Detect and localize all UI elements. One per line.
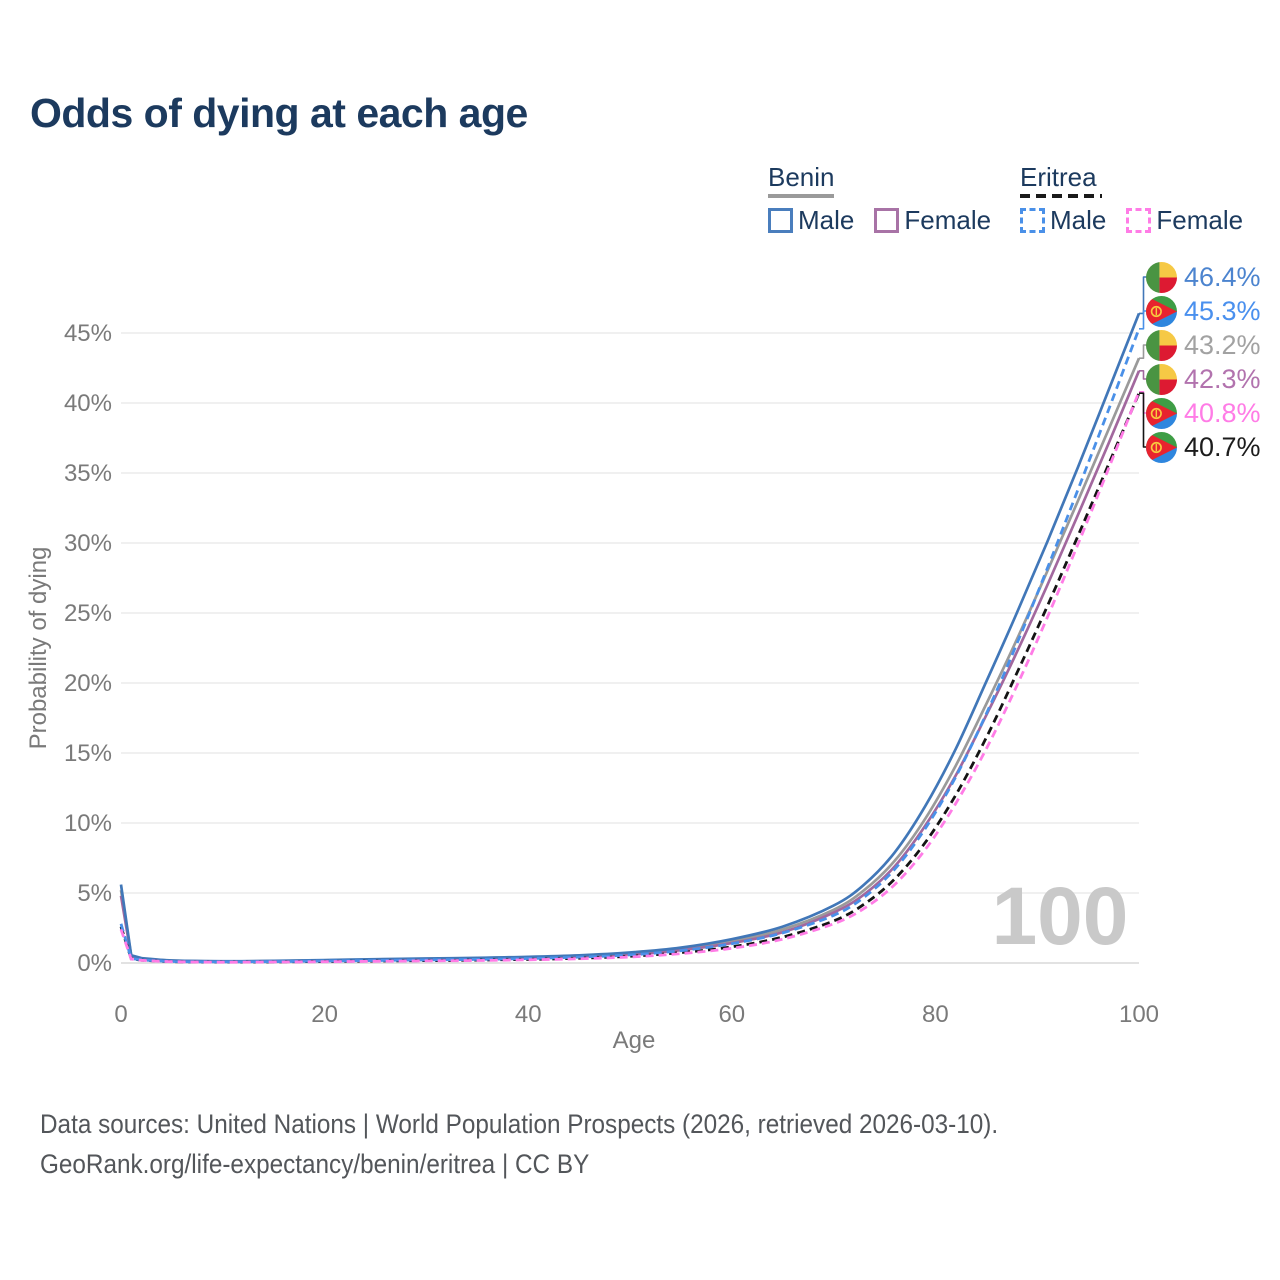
legend-eritrea-title[interactable]: Eritrea: [1020, 162, 1097, 192]
y-tick-label: 40%: [64, 390, 112, 417]
connector-benin_total: [1139, 344, 1147, 359]
footer-attribution: GeoRank.org/life-expectancy/benin/eritre…: [40, 1149, 590, 1179]
benin-female-swatch-icon: [874, 208, 900, 233]
x-tick-label: 60: [718, 1001, 745, 1028]
y-tick-label: 0%: [77, 950, 112, 977]
legend-label-eritrea-female: Female: [1156, 205, 1244, 235]
benin-solid-line-key: [768, 194, 834, 198]
y-tick-label: 30%: [64, 530, 112, 557]
legend-label-eritrea-male: Male: [1050, 205, 1107, 235]
series-line-eritrea_total[interactable]: [119, 392, 1141, 964]
benin-flag-icon: [1146, 363, 1177, 395]
eritrea-flag-icon: [1146, 295, 1177, 327]
series-lines: [119, 312, 1141, 964]
footer-sources: Data sources: United Nations | World Pop…: [40, 1109, 999, 1139]
y-tick-label: 45%: [64, 320, 112, 347]
y-axis-title: Probability of dying: [25, 547, 52, 750]
end-label-row-eritrea_total: 40.7%: [1146, 431, 1261, 463]
legend-item-benin-female[interactable]: Female: [874, 205, 991, 236]
end-label-value-benin_female: 42.3%: [1184, 363, 1261, 394]
legend-benin-title[interactable]: Benin: [768, 162, 835, 192]
hover-age-watermark: 100: [992, 871, 1129, 962]
connector-benin_female: [1139, 370, 1147, 380]
end-label-row-benin_female: 42.3%: [1146, 363, 1261, 395]
end-label-value-eritrea_total: 40.7%: [1184, 431, 1261, 462]
connector-eritrea_male: [1139, 310, 1147, 330]
y-tick-label: 20%: [64, 670, 112, 697]
benin-flag-icon: [1146, 329, 1177, 361]
end-label-value-eritrea_male: 45.3%: [1184, 295, 1261, 326]
series-line-benin_male[interactable]: [119, 312, 1141, 963]
x-axis-title: Age: [613, 1027, 656, 1054]
end-label-value-benin_total: 43.2%: [1184, 329, 1261, 360]
x-tick-label: 40: [515, 1001, 542, 1028]
series-line-benin_total[interactable]: [119, 357, 1141, 963]
eritrea-flag-icon: [1146, 431, 1177, 463]
y-tick-label: 5%: [77, 880, 112, 907]
end-label-row-eritrea_female: 40.8%: [1146, 397, 1261, 429]
legend-label-benin-male: Male: [798, 205, 855, 235]
x-axis-tick-labels: 0 20 40 60 80 100: [114, 1001, 1159, 1028]
eritrea-female-swatch-icon: [1126, 208, 1152, 233]
end-label-value-eritrea_female: 40.8%: [1184, 397, 1261, 428]
connector-eritrea_total: [1139, 392, 1147, 448]
y-tick-label: 25%: [64, 600, 112, 627]
connector-benin_male: [1139, 276, 1147, 315]
y-tick-label: 35%: [64, 460, 112, 487]
end-label-row-benin_male: 46.4%: [1146, 261, 1261, 293]
footer: Data sources: United Nations | World Pop…: [40, 1104, 998, 1184]
x-tick-label: 0: [114, 1001, 127, 1028]
end-label-row-eritrea_male: 45.3%: [1146, 295, 1261, 327]
y-tick-label: 15%: [64, 740, 112, 767]
y-tick-label: 10%: [64, 810, 112, 837]
eritrea-male-swatch-icon: [1020, 208, 1045, 233]
eritrea-dashed-line-key: [1020, 194, 1102, 198]
x-tick-label: 20: [311, 1001, 338, 1028]
end-label-value-benin_male: 46.4%: [1184, 261, 1261, 292]
legend-item-eritrea-male[interactable]: Male: [1020, 205, 1106, 236]
benin-male-swatch-icon: [768, 208, 793, 233]
x-tick-label: 100: [1119, 1001, 1159, 1028]
series-line-benin_female[interactable]: [119, 370, 1141, 963]
legend-label-benin-female: Female: [904, 205, 992, 235]
legend-group-benin: Benin Male Female: [768, 163, 991, 236]
benin-flag-icon: [1146, 261, 1177, 293]
legend-item-benin-male[interactable]: Male: [768, 205, 854, 236]
chart-title: Odds of dying at each age: [30, 90, 528, 136]
end-label-row-benin_total: 43.2%: [1146, 329, 1261, 361]
legend-group-eritrea: Eritrea Male Female: [1020, 163, 1243, 236]
series-line-eritrea_female[interactable]: [119, 391, 1141, 964]
eritrea-flag-icon: [1146, 397, 1177, 429]
x-tick-label: 80: [922, 1001, 949, 1028]
y-axis-tick-labels: 0% 5% 10% 15% 20% 25% 30% 35% 40% 45%: [64, 320, 112, 977]
gridlines: [121, 332, 1139, 964]
end-label-connectors: [1139, 276, 1147, 448]
legend-item-eritrea-female[interactable]: Female: [1126, 205, 1243, 236]
series-line-eritrea_male[interactable]: [119, 328, 1141, 964]
